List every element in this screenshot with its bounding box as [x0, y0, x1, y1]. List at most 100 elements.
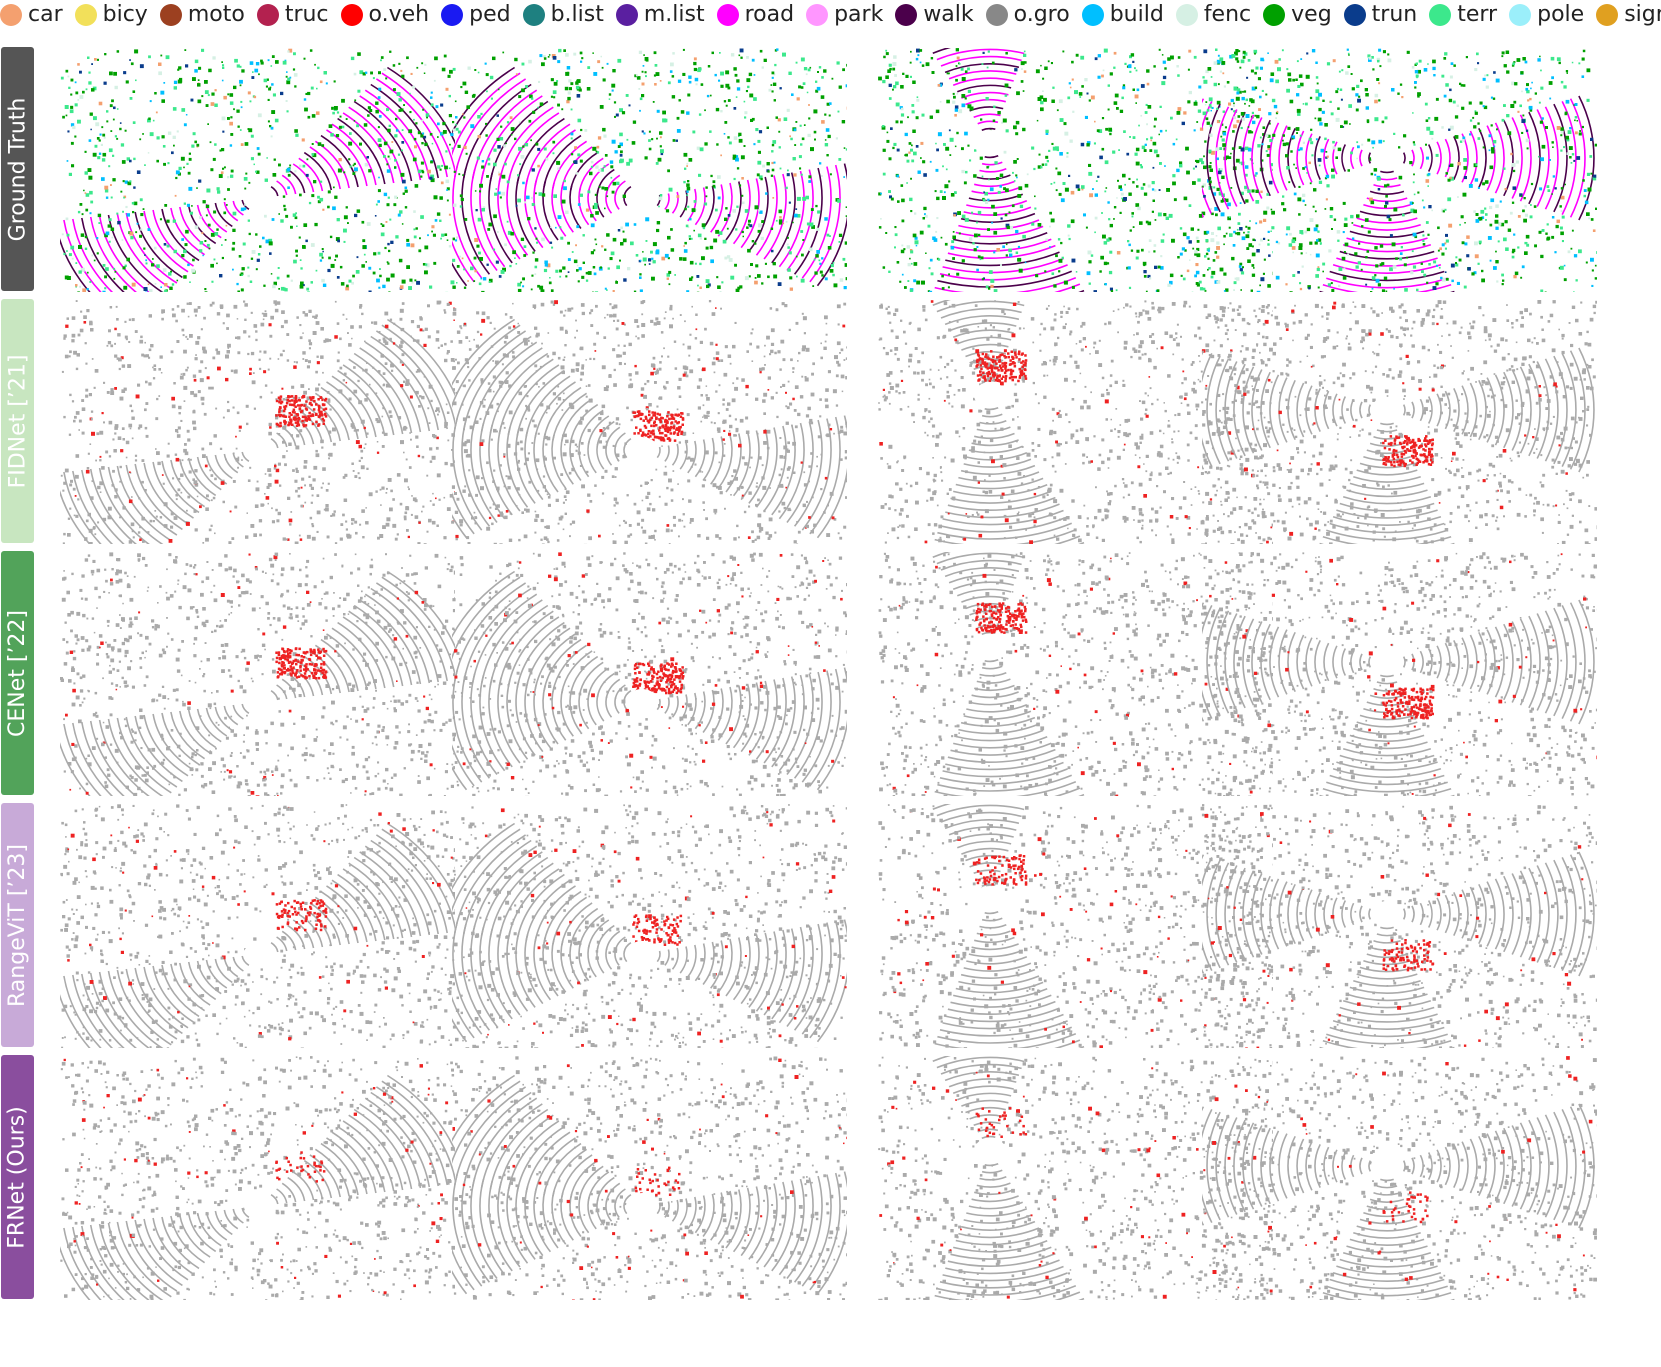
point-cloud-render: [878, 804, 1273, 1048]
legend-label: moto: [188, 1, 245, 29]
legend-item-terr: terr: [1429, 1, 1497, 29]
point-cloud-panel: [1202, 300, 1597, 544]
legend-swatch: [1596, 4, 1619, 26]
row-label-0: Ground Truth: [1, 47, 34, 291]
legend-label: ped: [469, 1, 510, 29]
legend-swatch: [1509, 4, 1532, 26]
point-cloud-panel: [452, 1056, 847, 1300]
point-cloud-panel: [1202, 804, 1597, 1048]
legend-label: car: [28, 1, 63, 29]
point-cloud-render: [1202, 1056, 1597, 1300]
class-legend: car bicy moto truc o.veh ped b.list m.list road p…: [0, 0, 1661, 30]
legend-label: o.gro: [1014, 1, 1070, 29]
point-cloud-panel: [878, 804, 1273, 1048]
row-label-text: RangeViT [’23]: [5, 844, 30, 1007]
legend-item-moto: moto: [159, 1, 245, 29]
point-cloud-render: [452, 48, 847, 292]
legend-item-car: car: [0, 1, 63, 29]
point-cloud-panel: [60, 804, 455, 1048]
legend-item-pole: pole: [1509, 1, 1584, 29]
legend-label: road: [745, 1, 794, 29]
point-cloud-render: [452, 1056, 847, 1300]
legend-label: walk: [923, 1, 973, 29]
legend-swatch: [615, 4, 638, 26]
legend-swatch: [256, 4, 279, 26]
legend-swatch: [441, 4, 464, 26]
legend-item-veg: veg: [1263, 1, 1332, 29]
point-cloud-panel: [60, 300, 455, 544]
point-cloud-panel: [878, 552, 1273, 796]
point-cloud-panel: [452, 300, 847, 544]
legend-label: build: [1110, 1, 1164, 29]
row-label-1: FIDNet [’21]: [1, 299, 34, 543]
legend-label: bicy: [103, 1, 148, 29]
legend-label: terr: [1457, 1, 1497, 29]
legend-swatch: [1429, 4, 1452, 26]
legend-swatch: [159, 4, 182, 26]
legend-label: sign: [1624, 1, 1661, 29]
point-cloud-panel: [878, 48, 1273, 292]
legend-swatch: [985, 4, 1008, 26]
row-label-4: FRNet (Ours): [1, 1055, 34, 1299]
point-cloud-render: [1202, 804, 1597, 1048]
row-label-text: FRNet (Ours): [5, 1106, 30, 1248]
point-cloud-render: [1202, 48, 1597, 292]
legend-swatch: [895, 4, 918, 26]
point-cloud-panel: [878, 300, 1273, 544]
legend-swatch: [74, 4, 97, 26]
point-cloud-render: [878, 300, 1273, 544]
legend-label: trun: [1372, 1, 1418, 29]
row-label-text: FIDNet [’21]: [5, 354, 30, 488]
legend-label: o.veh: [369, 1, 430, 29]
legend-label: m.list: [644, 1, 705, 29]
point-cloud-render: [60, 552, 455, 796]
legend-label: b.list: [551, 1, 604, 29]
point-cloud-panel: [1202, 1056, 1597, 1300]
row-label-text: CENet [’22]: [5, 609, 30, 736]
point-cloud-panel: [60, 552, 455, 796]
row-label-text: Ground Truth: [5, 97, 30, 241]
point-cloud-render: [452, 804, 847, 1048]
point-cloud-panel: [60, 1056, 455, 1300]
legend-label: pole: [1537, 1, 1584, 29]
legend-item-sign: sign: [1596, 1, 1661, 29]
legend-item-fenc: fenc: [1175, 1, 1251, 29]
legend-swatch: [1081, 4, 1104, 26]
point-cloud-panel: [1202, 552, 1597, 796]
point-cloud-render: [452, 552, 847, 796]
point-cloud-panel: [1202, 48, 1597, 292]
point-cloud-panel: [452, 552, 847, 796]
row-label-3: RangeViT [’23]: [1, 803, 34, 1047]
legend-item-o-gro: o.gro: [985, 1, 1070, 29]
legend-item-build: build: [1081, 1, 1164, 29]
point-cloud-render: [1202, 552, 1597, 796]
legend-item-truc: truc: [256, 1, 329, 29]
legend-swatch: [716, 4, 739, 26]
legend-item-trun: trun: [1343, 1, 1418, 29]
legend-item-o-veh: o.veh: [340, 1, 430, 29]
point-cloud-panel: [452, 804, 847, 1048]
point-cloud-render: [1202, 300, 1597, 544]
legend-item-ped: ped: [441, 1, 511, 29]
point-cloud-render: [60, 48, 455, 292]
legend-label: truc: [285, 1, 329, 29]
legend-item-walk: walk: [895, 1, 974, 29]
point-cloud-render: [60, 300, 455, 544]
legend-swatch: [806, 4, 829, 26]
point-cloud-render: [452, 300, 847, 544]
legend-item-b-list: b.list: [522, 1, 604, 29]
point-cloud-render: [60, 1056, 455, 1300]
legend-label: fenc: [1204, 1, 1251, 29]
legend-item-park: park: [806, 1, 883, 29]
point-cloud-panel: [452, 48, 847, 292]
row-label-2: CENet [’22]: [1, 551, 34, 795]
legend-label: veg: [1291, 1, 1332, 29]
legend-label: park: [834, 1, 883, 29]
legend-swatch: [522, 4, 545, 26]
legend-swatch: [0, 4, 22, 26]
legend-swatch: [340, 4, 363, 26]
legend-item-m-list: m.list: [615, 1, 705, 29]
legend-item-bicy: bicy: [74, 1, 148, 29]
point-cloud-panel: [60, 48, 455, 292]
legend-swatch: [1263, 4, 1286, 26]
